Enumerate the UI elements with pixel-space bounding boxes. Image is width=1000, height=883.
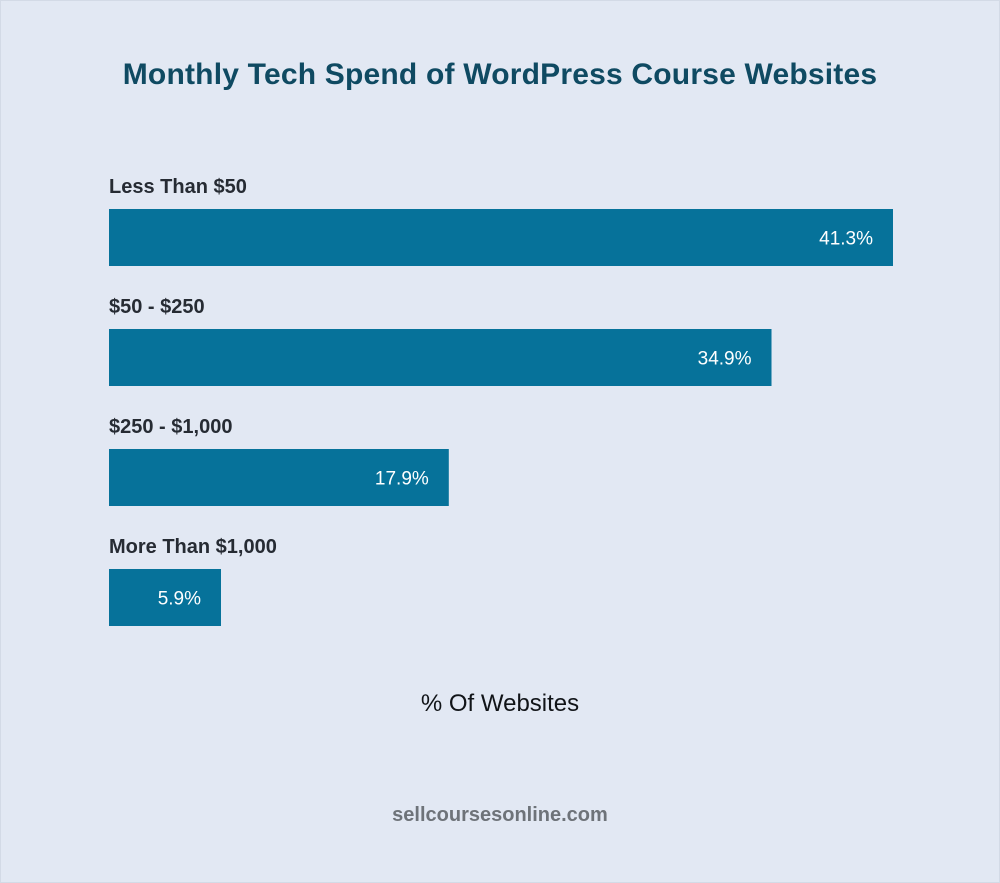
category-label: Less Than $50 xyxy=(109,176,247,198)
bar xyxy=(109,569,221,626)
data-label: 41.3% xyxy=(819,229,873,250)
chart-title: Monthly Tech Spend of WordPress Course W… xyxy=(122,58,878,91)
data-label: 5.9% xyxy=(158,589,201,610)
category-label: More Than $1,000 xyxy=(109,536,277,558)
bar xyxy=(109,209,893,266)
bar xyxy=(109,329,772,386)
bar xyxy=(109,449,449,506)
data-label: 17.9% xyxy=(375,469,429,490)
x-axis-label: % Of Websites xyxy=(420,690,580,717)
category-label: $250 - $1,000 xyxy=(109,416,232,438)
source-credit: sellcoursesonline.com xyxy=(392,804,608,826)
data-label: 34.9% xyxy=(698,349,752,370)
category-label: $50 - $250 xyxy=(109,296,205,318)
